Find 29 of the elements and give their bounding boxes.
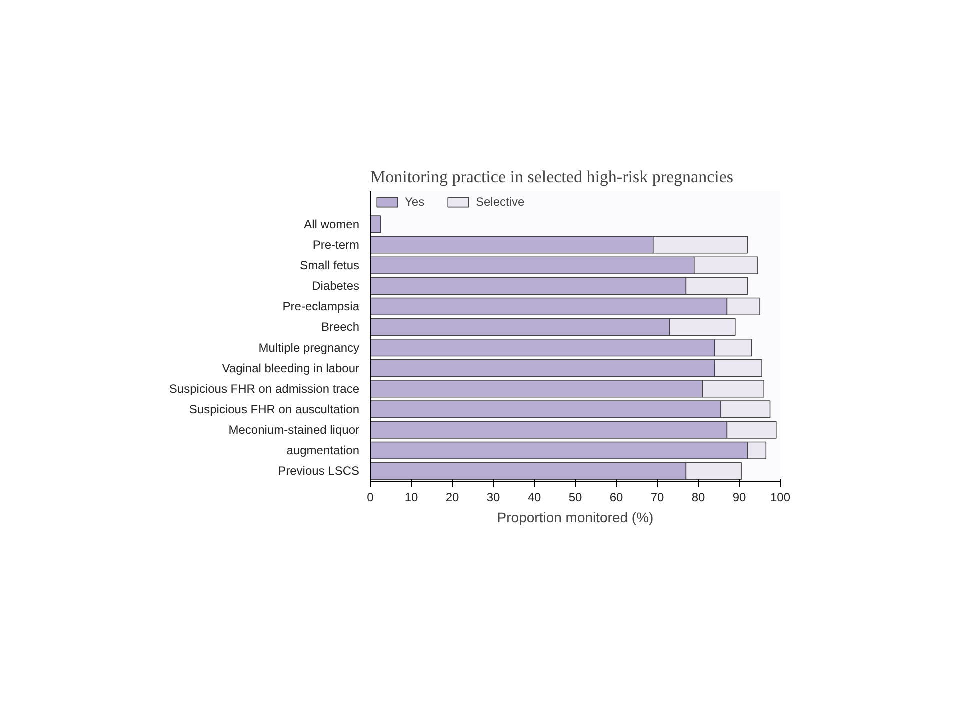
y-tick-label: Vaginal bleeding in labour bbox=[222, 361, 360, 376]
y-tick-label: Meconium-stained liquor bbox=[228, 423, 360, 438]
x-tick-label: 50 bbox=[568, 490, 582, 504]
y-tick-label: Breech bbox=[321, 320, 360, 334]
y-tick-label: Diabetes bbox=[312, 279, 360, 294]
x-tick-label: 70 bbox=[650, 490, 664, 504]
x-tick-label: 100 bbox=[770, 490, 791, 504]
y-tick-label: Multiple pregnancy bbox=[258, 340, 360, 355]
x-tick-label: 30 bbox=[486, 490, 500, 504]
x-tick-label: 20 bbox=[446, 490, 460, 504]
y-tick-label: Pre-term bbox=[312, 238, 360, 252]
x-tick-label: 80 bbox=[692, 490, 706, 504]
legend-label: Selective bbox=[476, 195, 525, 209]
y-tick-label: All women bbox=[304, 217, 360, 232]
y-tick-label: augmentation bbox=[286, 444, 360, 458]
chart-title: Monitoring practice in selected high-risk pregnancies bbox=[370, 168, 734, 186]
bar bbox=[370, 216, 382, 234]
x-tick-label: 90 bbox=[732, 490, 746, 504]
y-tick-label: Previous LSCS bbox=[278, 464, 360, 478]
x-tick-label: 40 bbox=[528, 490, 542, 504]
x-tick-label: 10 bbox=[404, 490, 418, 504]
y-tick-label: Suspicious FHR on auscultation bbox=[189, 402, 360, 417]
x-tick-label: 0 bbox=[367, 490, 374, 504]
y-tick-label: Pre-eclampsia bbox=[282, 300, 360, 314]
legend-label: Yes bbox=[405, 195, 425, 209]
y-tick-label: Suspicious FHR on admission trace bbox=[169, 382, 360, 396]
y-tick-label: Small fetus bbox=[300, 258, 360, 273]
x-axis-title: Proportion monitored (%) bbox=[497, 510, 654, 526]
x-tick-label: 60 bbox=[610, 490, 624, 504]
